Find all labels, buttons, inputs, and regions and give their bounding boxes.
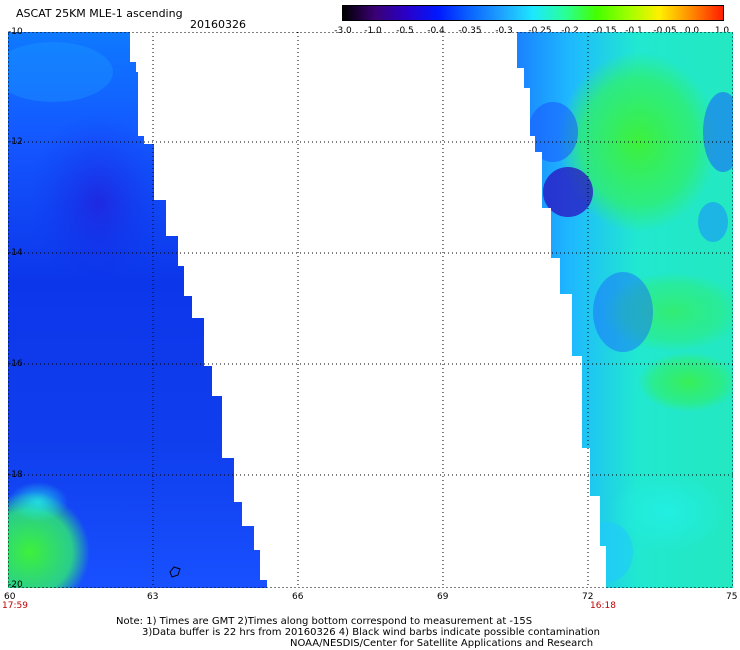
note-line-2: 3)Data buffer is 22 hrs from 20160326 4)…: [142, 627, 600, 638]
lat-label: -12: [8, 137, 23, 147]
right-swath: [517, 32, 733, 588]
lat-label: -20: [8, 580, 23, 590]
color-scale-bar: [342, 5, 724, 21]
lon-label: 75: [726, 592, 738, 602]
time-right-label: 16:18: [590, 601, 616, 611]
scale-label: -3.0: [334, 26, 352, 36]
lat-label: -14: [8, 248, 23, 258]
map-frame: [8, 32, 733, 588]
color-scale-labels: -3.0 -1.0 -0.5 -0.4 -0.35 -0.3 -0.25 -0.…: [330, 26, 740, 38]
scale-label: -0.5: [396, 26, 414, 36]
scale-label: 1.0: [714, 26, 730, 36]
scale-label: -0.05: [653, 26, 677, 36]
note-line-1: Note: 1) Times are GMT 2)Times along bot…: [116, 616, 533, 627]
product-date: 20160326: [190, 18, 246, 31]
product-title: ASCAT 25KM MLE-1 ascending: [16, 7, 183, 20]
scale-label: 0.0: [684, 26, 700, 36]
scale-label: -1.0: [364, 26, 382, 36]
grid-lines: [8, 32, 733, 588]
scale-label: -0.4: [427, 26, 445, 36]
scale-label: -0.25: [528, 26, 552, 36]
lon-label: 66: [292, 592, 304, 602]
time-left-label: 17:59: [2, 601, 28, 611]
scale-label: -0.3: [495, 26, 513, 36]
map-plot: [8, 32, 733, 588]
scale-label: -0.2: [561, 26, 579, 36]
scale-label: -0.15: [593, 26, 617, 36]
lat-label: -10: [8, 27, 23, 37]
note-line-3: NOAA/NESDIS/Center for Satellite Applica…: [290, 638, 594, 649]
lat-label: -16: [8, 359, 23, 369]
lon-label: 60: [4, 592, 16, 602]
lon-label: 69: [437, 592, 449, 602]
scale-label: -0.1: [625, 26, 643, 36]
scale-label: -0.35: [458, 26, 482, 36]
lat-label: -18: [8, 470, 23, 480]
left-swath: [8, 32, 267, 588]
wind-barb-icon: [169, 566, 181, 578]
lon-label: 72: [582, 592, 594, 602]
lon-label: 63: [147, 592, 159, 602]
